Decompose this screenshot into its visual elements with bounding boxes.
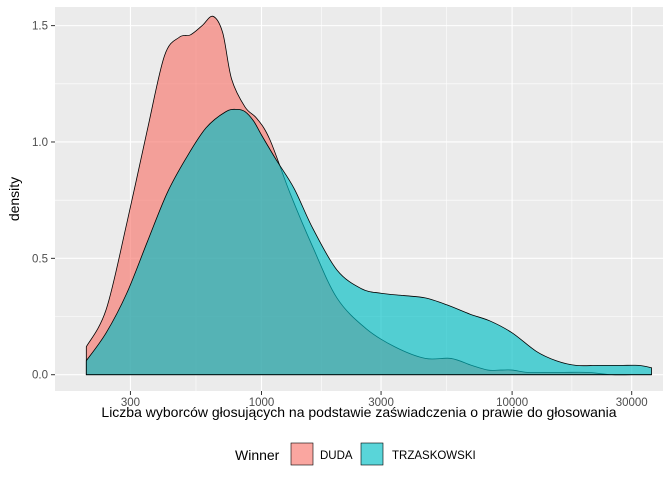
y-tick-label: 0.5 xyxy=(32,253,48,265)
legend-title: Winner xyxy=(235,447,280,463)
x-tick-label: 1000 xyxy=(249,397,275,409)
legend-label-duda: DUDA xyxy=(320,450,353,462)
x-tick-label: 300 xyxy=(121,397,140,409)
y-axis: 0.0 0.5 1.0 1.5 xyxy=(32,21,55,382)
x-tick-label: 30000 xyxy=(616,397,648,409)
x-tick-label: 10000 xyxy=(496,397,528,409)
y-tick-label: 1.5 xyxy=(32,21,48,33)
y-tick-label: 1.0 xyxy=(32,137,48,149)
x-axis: 300 1000 3000 10000 30000 xyxy=(121,391,648,409)
legend-key-trzaskowski xyxy=(360,442,384,466)
density-series xyxy=(85,15,652,376)
x-axis-title: Liczba wyborców głosujących na podstawie… xyxy=(101,404,616,420)
legend: Winner DUDA TRZASKOWSKI xyxy=(235,442,476,466)
y-axis-title: density xyxy=(6,177,22,221)
density-area-trzaskowski-outline xyxy=(85,108,652,376)
x-tick-label: 3000 xyxy=(368,397,394,409)
y-tick-label: 0.0 xyxy=(32,370,48,382)
legend-label-trzaskowski: TRZASKOWSKI xyxy=(392,450,476,462)
density-area-trzaskowski xyxy=(86,109,652,375)
legend-key-duda xyxy=(290,442,314,466)
